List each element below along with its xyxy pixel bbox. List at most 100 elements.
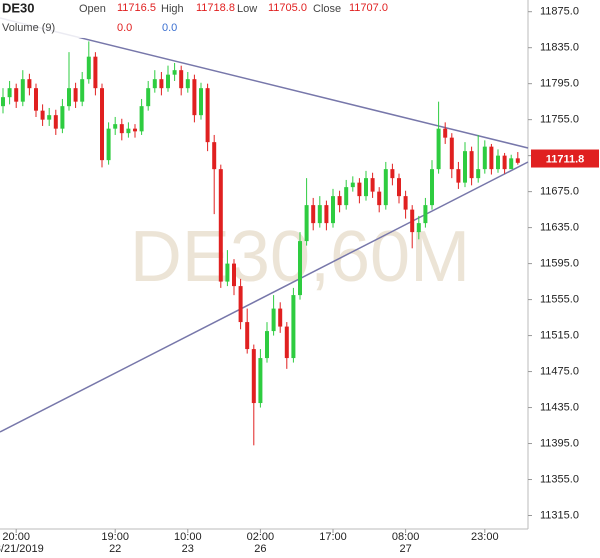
candle-body — [27, 79, 32, 89]
value: 11705.0 — [268, 2, 307, 14]
label: Volume (9) — [2, 22, 55, 34]
candle-body — [205, 88, 210, 143]
x-tick-label: 17:00 — [319, 531, 347, 543]
candle-body — [364, 178, 368, 197]
candle-body — [324, 205, 329, 224]
candle-body — [172, 70, 177, 75]
candle-body — [496, 155, 500, 170]
candle-body — [311, 205, 316, 224]
candle-body — [390, 169, 395, 179]
y-tick-label: 11595.0 — [540, 258, 579, 270]
candle-body — [20, 79, 25, 102]
value: 11716.5 — [117, 2, 156, 14]
candle-body — [430, 169, 434, 206]
candle-body — [218, 169, 223, 282]
x-tick-label: 23:00 — [471, 531, 499, 543]
candle-body — [34, 88, 38, 111]
y-tick-label: 11795.0 — [540, 78, 579, 90]
candle-body — [469, 151, 474, 179]
y-tick-label: 11675.0 — [540, 186, 579, 198]
symbol: DE30 — [2, 0, 35, 15]
candle-body — [298, 241, 302, 296]
candle-body — [100, 88, 104, 161]
candle-body — [377, 191, 382, 206]
candle-body — [350, 182, 355, 188]
candle-body — [344, 187, 349, 206]
candle-body — [502, 155, 507, 170]
x-tick-label: 02:00 — [247, 531, 275, 543]
candle-body — [232, 263, 236, 287]
candle-body — [265, 331, 269, 359]
candle-body — [225, 263, 230, 282]
y-tick-label: 11515.0 — [540, 329, 579, 341]
candle-body — [67, 88, 71, 107]
candle-body — [106, 128, 111, 161]
y-tick-label: 11835.0 — [540, 42, 579, 54]
candle-body — [410, 209, 415, 233]
candle-body — [80, 79, 85, 102]
candle-body — [331, 196, 335, 224]
trendline-lower — [0, 161, 529, 433]
candle-body — [166, 74, 170, 89]
candle-body — [397, 178, 401, 197]
value: 0.0 — [117, 22, 132, 34]
header-bg — [0, 0, 400, 38]
value: 11707.0 — [349, 2, 388, 14]
candle-body — [159, 79, 164, 89]
y-tick-label: 11475.0 — [540, 365, 579, 377]
candle-body — [304, 205, 309, 242]
candle-body — [284, 326, 289, 359]
candle-body — [245, 322, 250, 350]
candle-body — [278, 308, 283, 327]
candle-body — [7, 88, 12, 98]
x-date-label: 22 — [109, 543, 121, 555]
candle-body — [317, 205, 322, 224]
y-tick-label: 11555.0 — [540, 293, 579, 305]
label: Open — [79, 3, 106, 15]
y-tick-label: 11435.0 — [540, 401, 579, 413]
candle-body — [60, 106, 65, 129]
candle-body — [146, 88, 151, 107]
candle-body — [251, 349, 256, 404]
x-tick-label: 08:00 — [392, 531, 420, 543]
candle-body — [212, 142, 217, 170]
candle-body — [73, 88, 78, 102]
candle-body — [113, 124, 118, 129]
candle-body — [515, 158, 520, 163]
candle-body — [443, 128, 448, 138]
candle-body — [403, 196, 408, 210]
candle-body — [133, 128, 137, 132]
value: 11718.8 — [196, 2, 235, 14]
candle-body — [291, 295, 296, 359]
candle-body — [179, 70, 184, 89]
x-date-label: 08/21/2019 — [0, 543, 44, 555]
candle-body — [357, 182, 362, 197]
candle-body — [86, 56, 91, 80]
y-tick-label: 11355.0 — [540, 473, 579, 485]
x-tick-label: 20:00 — [2, 531, 30, 543]
candle-body — [47, 115, 52, 120]
price-tag: 11711.8 — [546, 153, 585, 165]
candle-body — [383, 169, 388, 206]
candle-body — [463, 151, 467, 183]
candle-body — [271, 308, 276, 332]
candle-body — [482, 146, 487, 170]
candle-body — [436, 128, 441, 170]
candle-body — [139, 106, 144, 132]
candle-body — [93, 56, 98, 89]
price-tag-bg — [531, 149, 599, 168]
label: Low — [237, 3, 257, 15]
x-date-label: 23 — [182, 543, 194, 555]
candle-body — [53, 115, 58, 129]
candle-body — [476, 169, 481, 179]
x-date-label: 26 — [254, 543, 266, 555]
candle-body — [126, 128, 131, 134]
label: Close — [313, 3, 341, 15]
y-tick-label: 11755.0 — [540, 114, 579, 126]
candle-body — [199, 88, 203, 116]
candle-body — [456, 169, 461, 183]
candle-body — [489, 146, 494, 170]
x-tick-label: 19:00 — [101, 531, 129, 543]
value: 0.0 — [162, 22, 177, 34]
